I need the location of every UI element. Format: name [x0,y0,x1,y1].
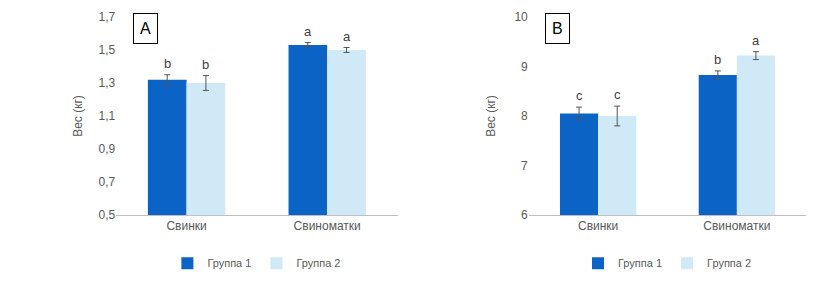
svg-text:0,7: 0,7 [99,175,116,189]
svg-text:a: a [343,29,351,44]
svg-text:c: c [576,88,583,103]
svg-text:1,3: 1,3 [99,76,116,90]
svg-text:0,9: 0,9 [99,142,116,156]
svg-text:Свинки: Свинки [166,219,206,233]
svg-text:a: a [304,24,312,39]
svg-text:1,1: 1,1 [99,109,116,123]
svg-text:Свиноматки: Свиноматки [294,219,361,233]
svg-text:c: c [614,87,621,102]
svg-text:9: 9 [521,60,528,74]
svg-text:1,7: 1,7 [99,10,116,24]
svg-text:Свиноматки: Свиноматки [703,219,770,233]
svg-text:Свинки: Свинки [578,219,618,233]
svg-text:B: B [552,20,563,37]
svg-text:A: A [140,20,151,37]
svg-text:Группа 2: Группа 2 [707,257,751,269]
svg-text:10: 10 [514,10,528,24]
svg-text:6: 6 [521,208,528,222]
svg-text:0,5: 0,5 [99,208,116,222]
svg-text:Группа 2: Группа 2 [296,257,340,269]
svg-text:Вес (кг): Вес (кг) [71,95,85,137]
svg-text:Вес (кг): Вес (кг) [484,95,498,137]
svg-text:Группа 1: Группа 1 [618,257,662,269]
svg-text:b: b [202,57,209,72]
svg-text:8: 8 [521,109,528,123]
svg-text:7: 7 [521,159,528,173]
svg-text:Группа 1: Группа 1 [207,257,251,269]
svg-text:1,5: 1,5 [99,43,116,57]
svg-text:a: a [752,33,760,48]
svg-text:b: b [164,56,171,71]
svg-text:b: b [714,52,721,67]
